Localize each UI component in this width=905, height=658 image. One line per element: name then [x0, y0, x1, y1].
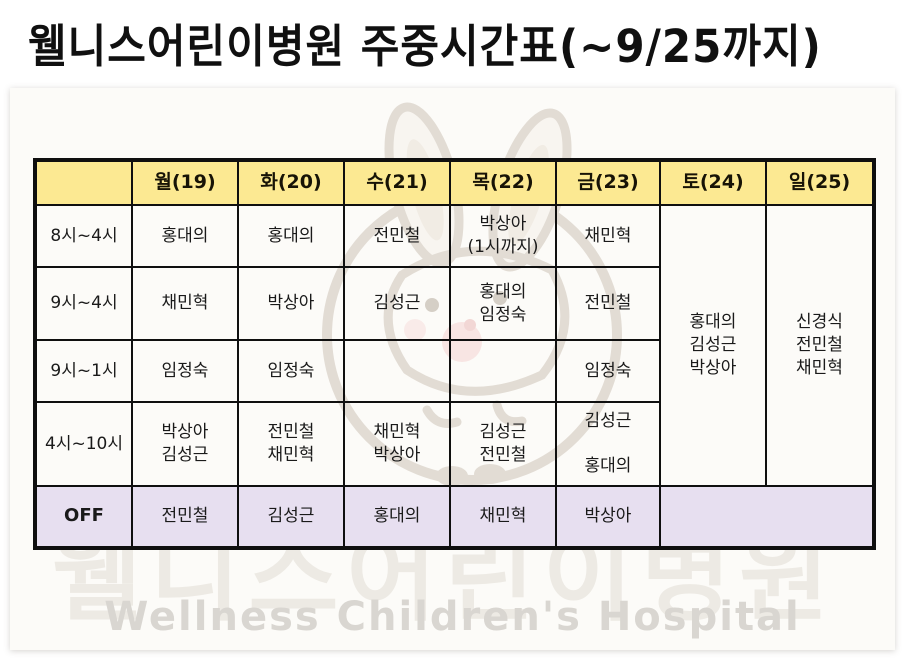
- schedule-cell: 채민혁: [131, 266, 239, 341]
- schedule-cell: 김성근: [343, 266, 451, 341]
- col-header-mon: 월(19): [131, 159, 239, 206]
- row-header-time: 4시~10시: [34, 401, 133, 487]
- schedule-cell: 채민혁: [449, 485, 557, 549]
- col-header-sun: 일(25): [765, 159, 875, 206]
- schedule-cell: 홍대의: [237, 204, 345, 268]
- schedule-cell: 김성근: [237, 485, 345, 549]
- schedule-cell: 김성근 전민철: [449, 401, 557, 487]
- col-header-sat: 토(24): [659, 159, 767, 206]
- schedule-cell: 전민철: [343, 204, 451, 268]
- off-row: OFF 전민철 김성근 홍대의 채민혁 박상아: [34, 485, 875, 549]
- schedule-cell: [343, 339, 451, 403]
- row-header-time: 8시~4시: [34, 204, 133, 268]
- schedule-cell: [449, 339, 557, 403]
- col-header-fri: 금(23): [555, 159, 661, 206]
- row-header-time: 9시~1시: [34, 339, 133, 403]
- schedule-cell: 임정숙: [555, 339, 661, 403]
- schedule-cell: 박상아 (1시까지): [449, 204, 557, 268]
- schedule-cell: 김성근 홍대의: [555, 401, 661, 487]
- col-header-tue: 화(20): [237, 159, 345, 206]
- sunday-merged-cell: 신경식 전민철 채민혁: [765, 204, 875, 487]
- schedule-cell: 홍대의: [343, 485, 451, 549]
- header-row: 월(19) 화(20) 수(21) 목(22) 금(23) 토(24) 일(25…: [34, 159, 875, 206]
- schedule-cell: 전민철 채민혁: [237, 401, 345, 487]
- schedule-cell: 박상아: [237, 266, 345, 341]
- schedule-cell: 홍대의: [131, 204, 239, 268]
- schedule-cell: 채민혁 박상아: [343, 401, 451, 487]
- schedule-cell: 전민철: [131, 485, 239, 549]
- col-header-wed: 수(21): [343, 159, 451, 206]
- schedule-cell: 박상아 김성근: [131, 401, 239, 487]
- col-header-empty: [34, 159, 133, 206]
- schedule-cell: 임정숙: [237, 339, 345, 403]
- table-row: 4시~10시 박상아 김성근 전민철 채민혁 채민혁 박상아 김성근 전민철 김…: [34, 401, 874, 487]
- off-weekend-merged-cell: [659, 485, 875, 549]
- row-header-off: OFF: [34, 485, 133, 549]
- schedule-cell: 박상아: [555, 485, 661, 549]
- table-row: 8시~4시 홍대의 홍대의 전민철 박상아 (1시까지) 채민혁 홍대의 김성근…: [34, 204, 875, 487]
- schedule-table: 월(19) 화(20) 수(21) 목(22) 금(23) 토(24) 일(25…: [33, 158, 876, 550]
- watermark-english-text: Wellness Children's Hospital: [104, 594, 801, 640]
- page-title: 웰니스어린이병원 주중시간표(~9/25까지): [28, 19, 822, 73]
- saturday-merged-cell: 홍대의 김성근 박상아: [659, 204, 767, 487]
- schedule-cell: 채민혁: [555, 204, 661, 268]
- schedule-cell: 홍대의 임정숙: [449, 266, 557, 341]
- row-header-time: 9시~4시: [34, 266, 133, 341]
- table-row: 9시~4시 채민혁 박상아 김성근 홍대의 임정숙 전민철: [34, 266, 874, 341]
- schedule-cell: 임정숙: [131, 339, 239, 403]
- table-row: 9시~1시 임정숙 임정숙 임정숙: [34, 339, 874, 403]
- col-header-thu: 목(22): [449, 159, 557, 206]
- schedule-cell: 전민철: [555, 266, 661, 341]
